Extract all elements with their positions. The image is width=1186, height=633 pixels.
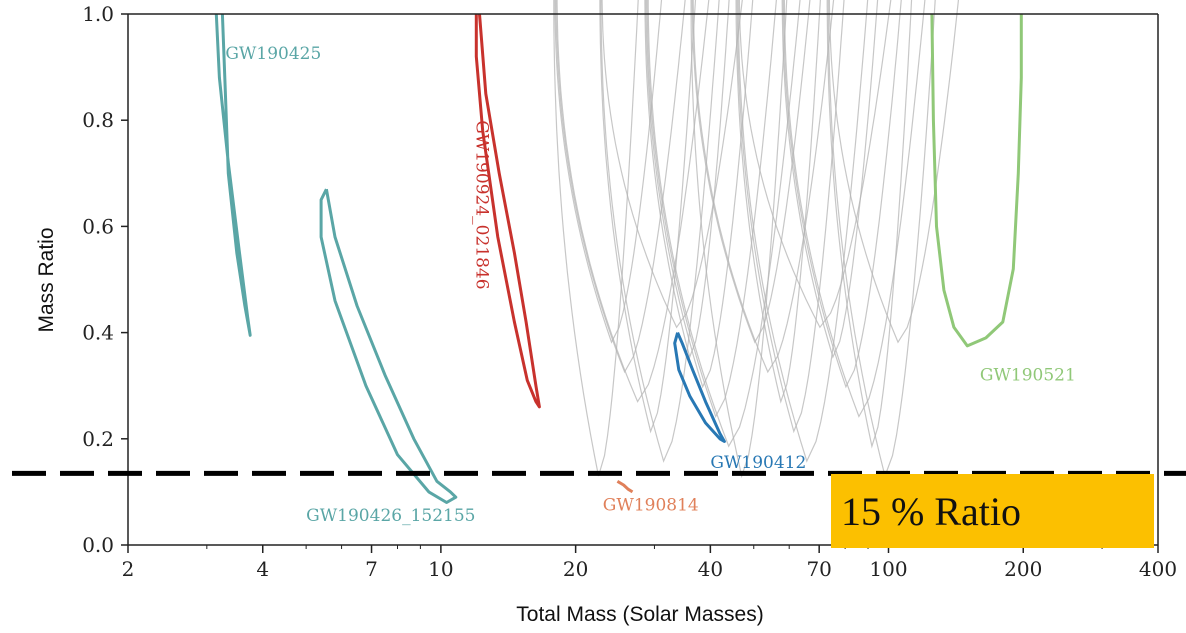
background-contour <box>827 0 936 479</box>
background-contour <box>736 0 845 434</box>
background-contours <box>553 0 960 479</box>
background-contour <box>691 0 811 344</box>
background-contour <box>555 0 686 374</box>
y-axis-title: Mass Ratio <box>35 227 58 332</box>
contour-gw190425 <box>214 13 252 337</box>
label-gw190425: GW190425 <box>225 44 321 64</box>
background-contour <box>646 0 777 419</box>
threshold-badge-label: 15 % Ratio <box>841 488 1021 534</box>
x-tick-label: 40 <box>698 557 723 581</box>
contour-gw190412 <box>673 332 726 443</box>
background-contour <box>599 0 697 434</box>
label-gw190814: GW190814 <box>603 495 699 515</box>
background-contour <box>647 0 801 448</box>
x-tick-label: 400 <box>1139 557 1177 581</box>
event-contours <box>214 13 1023 504</box>
contour-gw190521 <box>930 13 1023 348</box>
y-tick-label: 0.4 <box>82 321 114 345</box>
background-contour <box>828 0 960 344</box>
background-contour <box>781 0 879 359</box>
y-tick-label: 0.0 <box>82 533 114 557</box>
contour-gw190814 <box>616 480 634 494</box>
background-contour <box>738 0 892 329</box>
y-tick-label: 0.2 <box>82 427 114 451</box>
label-gw190521: GW190521 <box>980 365 1076 385</box>
x-tick-label: 7 <box>365 557 378 581</box>
background-contour <box>690 0 788 479</box>
contour-gw190426-152155 <box>319 188 458 504</box>
x-tick-label: 2 <box>122 557 135 581</box>
background-contour <box>782 0 902 389</box>
axes: 0.0 0.2 0.4 0.6 0.8 1.0 2 4 7 10 20 40 70 100 200 400 <box>82 2 1177 581</box>
label-gw190924-021846: GW190924_021846 <box>471 120 491 289</box>
background-contour <box>737 0 869 463</box>
y-tick-label: 1.0 <box>82 2 114 26</box>
background-contour <box>783 0 926 418</box>
x-tick-label: 20 <box>563 557 588 581</box>
x-tick-label: 200 <box>1004 557 1042 581</box>
background-contour <box>692 0 835 374</box>
background-contour <box>601 0 743 329</box>
x-axis-title: Total Mass (Solar Masses) <box>516 603 763 626</box>
background-contour <box>600 0 720 463</box>
x-tick-label: 10 <box>428 557 453 581</box>
contour-gw190924-021846 <box>474 13 541 409</box>
background-contour <box>826 0 913 449</box>
background-contour <box>553 0 639 477</box>
label-gw190426-152155: GW190426_152155 <box>306 506 475 526</box>
x-tick-label: 100 <box>869 557 907 581</box>
label-gw190412: GW190412 <box>710 453 806 473</box>
y-tick-label: 0.6 <box>82 214 114 238</box>
x-tick-label: 70 <box>806 557 831 581</box>
x-tick-label: 4 <box>256 557 269 581</box>
threshold-badge: 15 % Ratio <box>831 474 1154 548</box>
y-tick-label: 0.8 <box>82 108 114 132</box>
event-labels: GW190425 GW190426_152155 GW190924_021846 GW… <box>225 44 1075 526</box>
background-contour <box>735 0 821 404</box>
background-contour <box>644 0 730 359</box>
